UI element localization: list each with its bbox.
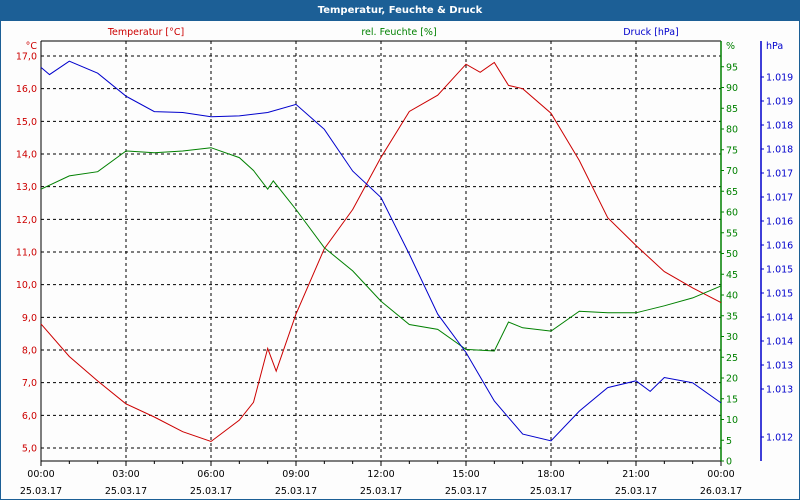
x-tick-time: 06:00 xyxy=(197,469,224,480)
pressure-tick-label: 1.018 xyxy=(766,121,793,132)
x-tick-time: 18:00 xyxy=(537,469,564,480)
temperature-tick-label: 8,0 xyxy=(22,346,37,357)
series-line-pressure xyxy=(40,60,722,442)
humidity-tick-label: 20 xyxy=(726,374,738,385)
humidity-tick-label: 70 xyxy=(726,166,738,177)
window-title: Temperatur, Feuchte & Druck xyxy=(1,1,799,21)
x-tick-date: 25.03.17 xyxy=(105,486,147,497)
pressure-tick-label: 1.016 xyxy=(766,217,793,228)
humidity-tick-label: 90 xyxy=(726,83,738,94)
temperature-tick-label: 7,0 xyxy=(22,378,37,389)
humidity-tick-label: 80 xyxy=(726,125,738,136)
humidity-tick-label: 85 xyxy=(726,104,738,115)
humidity-tick-label: 10 xyxy=(726,415,738,426)
temperature-tick-label: 11,0 xyxy=(16,248,37,259)
x-tick-time: 03:00 xyxy=(112,469,139,480)
humidity-tick-label: 5 xyxy=(726,436,732,447)
pressure-tick-label: 1.013 xyxy=(766,385,793,396)
x-tick-date: 25.03.17 xyxy=(20,486,62,497)
temperature-tick-label: 10,0 xyxy=(16,280,37,291)
x-tick-date: 26.03.17 xyxy=(700,486,742,497)
humidity-tick-label: 95 xyxy=(726,62,738,73)
pressure-tick-label: 1.013 xyxy=(766,361,793,372)
humidity-tick-label: 75 xyxy=(726,145,738,156)
pressure-tick-label: 1.019 xyxy=(766,97,793,108)
humidity-tick-label: 35 xyxy=(726,311,738,322)
pressure-tick-label: 1.017 xyxy=(766,169,793,180)
series-title-temperature: Temperatur [°C] xyxy=(107,27,184,38)
weather-chart: Temperatur [°C] rel. Feuchte [%] Druck [hP… xyxy=(16,27,793,497)
humidity-tick-label: 30 xyxy=(726,332,738,343)
humidity-tick-label: 15 xyxy=(726,394,738,405)
pressure-tick-label: 1.012 xyxy=(766,433,793,444)
temperature-tick-label: 16,0 xyxy=(16,84,37,95)
temperature-tick-label: 14,0 xyxy=(16,150,37,161)
x-tick-time: 12:00 xyxy=(367,469,394,480)
temperature-tick-label: 5,0 xyxy=(22,444,37,455)
pressure-tick-label: 1.014 xyxy=(766,313,793,324)
pressure-unit-label: hPa xyxy=(766,41,783,52)
temperature-tick-label: 12,0 xyxy=(16,215,37,226)
temperature-unit-label: °C xyxy=(26,41,38,52)
pressure-tick-label: 1.019 xyxy=(766,73,793,84)
pressure-tick-label: 1.017 xyxy=(766,193,793,204)
x-tick-time: 09:00 xyxy=(282,469,309,480)
humidity-tick-label: 55 xyxy=(726,228,738,239)
x-tick-date: 25.03.17 xyxy=(530,486,572,497)
series-title-humidity: rel. Feuchte [%] xyxy=(361,27,436,38)
temperature-tick-label: 9,0 xyxy=(22,313,37,324)
pressure-tick-label: 1.015 xyxy=(766,265,793,276)
temperature-tick-label: 15,0 xyxy=(16,117,37,128)
humidity-tick-label: 65 xyxy=(726,187,738,198)
series-line-temperature xyxy=(40,61,722,443)
temperature-tick-label: 17,0 xyxy=(16,52,37,63)
x-tick-date: 25.03.17 xyxy=(275,486,317,497)
series-title-pressure: Druck [hPa] xyxy=(623,27,679,38)
humidity-tick-label: 0 xyxy=(726,457,732,468)
humidity-tick-label: 50 xyxy=(726,249,738,260)
pressure-tick-label: 1.014 xyxy=(766,337,793,348)
humidity-tick-label: 45 xyxy=(726,270,738,281)
temperature-tick-label: 6,0 xyxy=(22,411,37,422)
x-tick-time: 15:00 xyxy=(452,469,479,480)
x-tick-date: 25.03.17 xyxy=(445,486,487,497)
pressure-tick-label: 1.018 xyxy=(766,145,793,156)
pressure-tick-label: 1.016 xyxy=(766,241,793,252)
temperature-tick-label: 13,0 xyxy=(16,182,37,193)
x-tick-time: 00:00 xyxy=(27,469,54,480)
humidity-tick-label: 40 xyxy=(726,291,738,302)
x-tick-time: 21:00 xyxy=(622,469,649,480)
pressure-tick-label: 1.015 xyxy=(766,289,793,300)
humidity-tick-label: 25 xyxy=(726,353,738,364)
x-tick-date: 25.03.17 xyxy=(360,486,402,497)
series-line-humidity xyxy=(40,147,722,352)
x-tick-time: 00:00 xyxy=(707,469,734,480)
x-tick-date: 25.03.17 xyxy=(615,486,657,497)
humidity-unit-label: % xyxy=(726,41,735,52)
humidity-tick-label: 60 xyxy=(726,208,738,219)
x-tick-date: 25.03.17 xyxy=(190,486,232,497)
